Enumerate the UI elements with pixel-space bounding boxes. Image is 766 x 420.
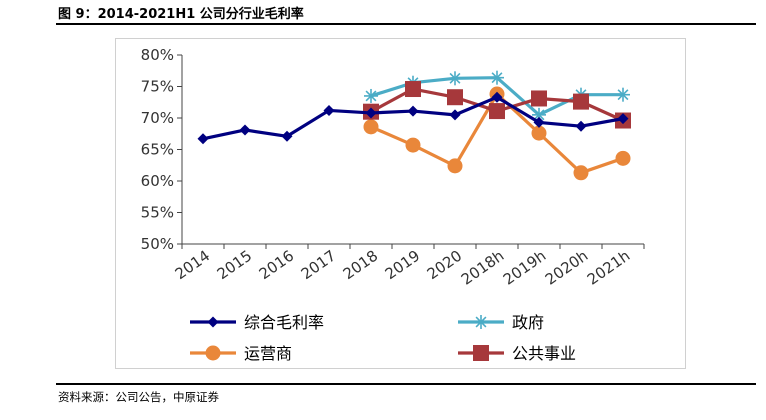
data-point xyxy=(405,81,421,98)
y-tick-label: 75% xyxy=(141,78,174,96)
legend-item-1: 政府 xyxy=(458,313,544,332)
data-point xyxy=(615,150,631,166)
data-point xyxy=(533,116,545,128)
legend-label: 综合毛利率 xyxy=(244,313,324,332)
x-tick-label: 2019 xyxy=(382,247,424,284)
source-note: 资料来源：公司公告，中原证券 xyxy=(58,390,219,404)
x-tick-label: 2016 xyxy=(256,247,298,284)
data-point xyxy=(449,109,461,121)
data-point xyxy=(573,165,589,181)
bottom-rule xyxy=(56,383,756,385)
data-point xyxy=(575,120,587,132)
series-3 xyxy=(363,81,631,129)
y-tick-label: 80% xyxy=(141,46,174,64)
data-point xyxy=(405,137,421,153)
data-point xyxy=(239,124,251,136)
data-point xyxy=(281,130,293,142)
data-point xyxy=(407,105,419,117)
data-point xyxy=(365,107,377,119)
legend-label: 运营商 xyxy=(244,344,292,363)
data-point xyxy=(491,91,503,103)
figure-title: 图 9：2014-2021H1 公司分行业毛利率 xyxy=(58,7,304,22)
legend-label: 公共事业 xyxy=(512,344,576,363)
data-point xyxy=(490,70,504,85)
data-point xyxy=(617,113,629,125)
data-point xyxy=(323,104,335,116)
y-tick-label: 55% xyxy=(141,204,174,222)
data-point xyxy=(531,90,547,107)
data-point xyxy=(447,158,463,174)
series-0 xyxy=(197,91,629,145)
y-tick-label: 50% xyxy=(141,235,174,253)
x-tick-label: 2018h xyxy=(458,247,507,289)
legend-item-2: 运营商 xyxy=(190,344,292,363)
y-tick-label: 70% xyxy=(141,109,174,127)
data-point xyxy=(364,88,378,103)
data-point xyxy=(531,125,547,141)
data-point xyxy=(363,119,379,135)
chart-border xyxy=(115,38,686,369)
x-tick-label: 2020 xyxy=(424,247,466,284)
x-tick-label: 2019h xyxy=(500,247,549,289)
x-tick-label: 2014 xyxy=(172,247,214,284)
x-tick-label: 2017 xyxy=(298,247,340,284)
data-point xyxy=(447,89,463,106)
y-tick-label: 65% xyxy=(141,141,174,159)
y-tick-label: 60% xyxy=(141,172,174,190)
data-point xyxy=(573,93,589,110)
legend-item-0: 综合毛利率 xyxy=(190,313,324,332)
data-point xyxy=(448,71,462,86)
legend-marker xyxy=(474,315,488,329)
legend-marker xyxy=(473,345,489,361)
legend-marker xyxy=(207,316,219,328)
top-rule xyxy=(56,23,756,25)
x-tick-label: 2020h xyxy=(542,247,591,289)
legend-marker xyxy=(205,345,221,361)
x-tick-label: 2018 xyxy=(340,247,382,284)
x-tick-label: 2021h xyxy=(584,247,633,289)
data-point xyxy=(197,133,209,145)
data-point xyxy=(616,87,630,102)
legend-item-3: 公共事业 xyxy=(458,344,576,363)
legend-label: 政府 xyxy=(512,313,544,332)
x-tick-label: 2015 xyxy=(214,247,256,284)
data-point xyxy=(489,103,505,120)
